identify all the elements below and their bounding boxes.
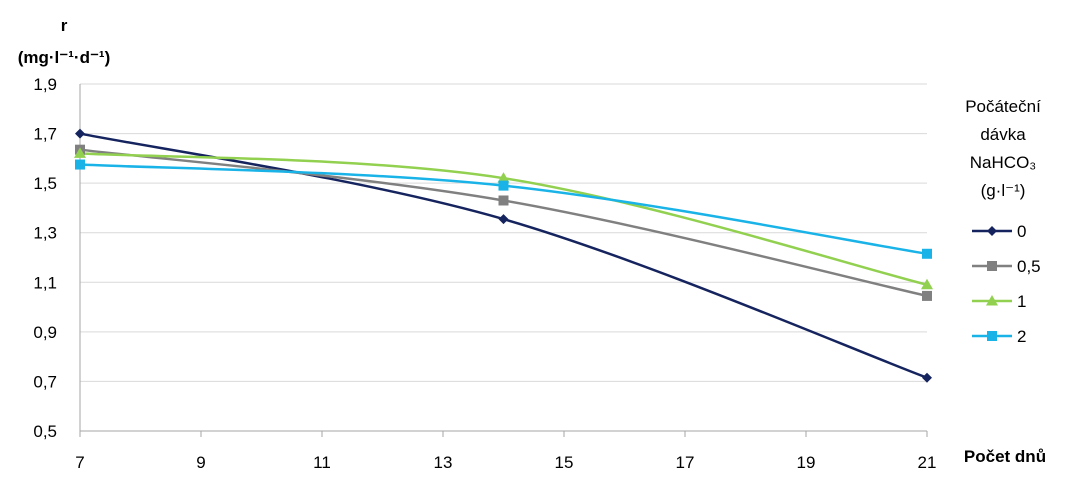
legend-marker-3: [987, 331, 997, 341]
legend-label-1: 0,5: [1017, 257, 1041, 276]
x-tick-label: 19: [797, 453, 816, 472]
legend-marker-2: [986, 295, 998, 306]
x-tick-label: 11: [313, 453, 331, 472]
legend-title-line-2: dávka: [980, 125, 1026, 144]
y-tick-label: 1,3: [33, 224, 57, 243]
x-tick-labels: 7 9 11 13 15 17 19 21: [75, 453, 936, 472]
x-axis-title: Počet dnů: [964, 447, 1046, 466]
data-point-series-3: [75, 159, 85, 170]
legend: Počáteční dávka NaHCO₃ (g·l⁻¹) 0 0,5 1 2: [965, 97, 1041, 346]
y-tick-labels: 0,5 0,7 0,9 1,1 1,3 1,5 1,7 1,9: [33, 75, 57, 441]
data-point-series-0: [498, 214, 509, 225]
legend-label-2: 1: [1017, 292, 1026, 311]
x-tick-label: 13: [434, 453, 453, 472]
data-point-series-1: [498, 195, 509, 206]
data-point-series-0: [922, 372, 932, 383]
series-line-0: [79, 132, 928, 379]
y-axis-title-unit: (mg·l⁻¹·d⁻¹): [18, 48, 111, 67]
y-tick-label: 1,1: [33, 273, 57, 292]
axes: [79, 84, 928, 437]
legend-title-line-1: Počáteční: [965, 97, 1041, 116]
series-lines: [79, 132, 928, 379]
legend-marker-1: [987, 261, 997, 271]
data-point-series-2: [497, 172, 510, 183]
data-point-series-1: [922, 290, 932, 301]
series-markers: [74, 128, 933, 383]
data-point-series-3: [498, 180, 509, 191]
y-tick-label: 1,7: [33, 125, 57, 144]
y-axis-title-symbol: r: [61, 16, 68, 35]
data-point-series-2: [921, 278, 933, 290]
data-point-series-3: [922, 248, 932, 259]
y-tick-label: 1,9: [33, 75, 57, 94]
legend-label-3: 2: [1017, 327, 1026, 346]
x-tick-label: 17: [676, 453, 695, 472]
legend-items: 0 0,5 1 2: [972, 222, 1041, 346]
y-tick-label: 0,9: [33, 323, 57, 342]
legend-title-line-3: NaHCO₃: [970, 153, 1036, 172]
data-point-series-0: [75, 128, 85, 139]
y-tick-label: 1,5: [33, 174, 57, 193]
legend-label-0: 0: [1017, 222, 1026, 241]
legend-title-line-4: (g·l⁻¹): [981, 181, 1026, 200]
y-tick-label: 0,7: [33, 372, 57, 391]
x-tick-label: 9: [196, 453, 205, 472]
y-tick-label: 0,5: [33, 422, 57, 441]
x-tick-label: 15: [555, 453, 574, 472]
x-tick-label: 7: [75, 453, 84, 472]
grid-lines: [80, 83, 927, 382]
legend-marker-0: [987, 226, 997, 236]
x-tick-label: 21: [918, 453, 937, 472]
data-point-series-2: [74, 147, 86, 158]
